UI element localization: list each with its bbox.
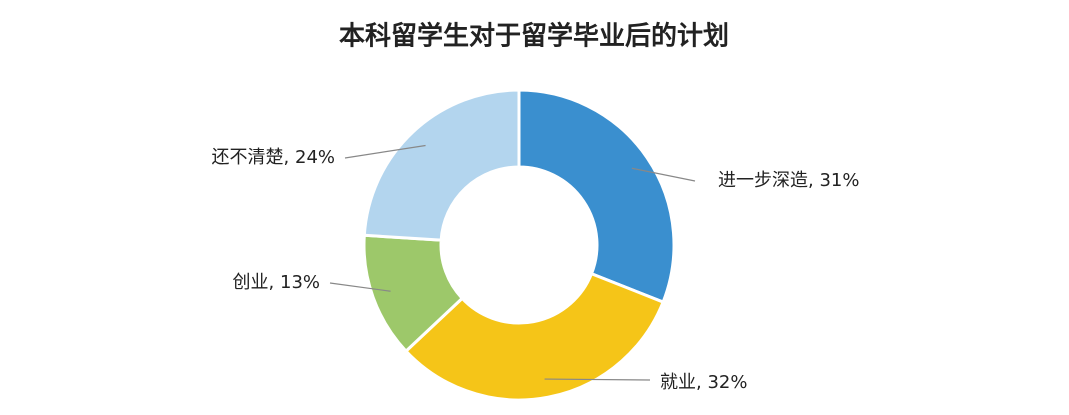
leader-line — [631, 167, 696, 182]
data-label: 还不清楚, 24% — [212, 147, 335, 168]
donut-segment — [517, 88, 676, 305]
data-label: 就业, 32% — [660, 372, 747, 393]
donut-segment — [403, 271, 666, 402]
donut-segment — [362, 88, 521, 242]
leader-line — [329, 282, 391, 292]
data-label: 创业, 13% — [233, 272, 320, 293]
leader-line — [544, 378, 651, 381]
leader-line — [344, 144, 426, 159]
chart-title: 本科留学生对于留学毕业后的计划 — [339, 21, 729, 52]
data-label: 进一步深造, 31% — [718, 170, 859, 191]
